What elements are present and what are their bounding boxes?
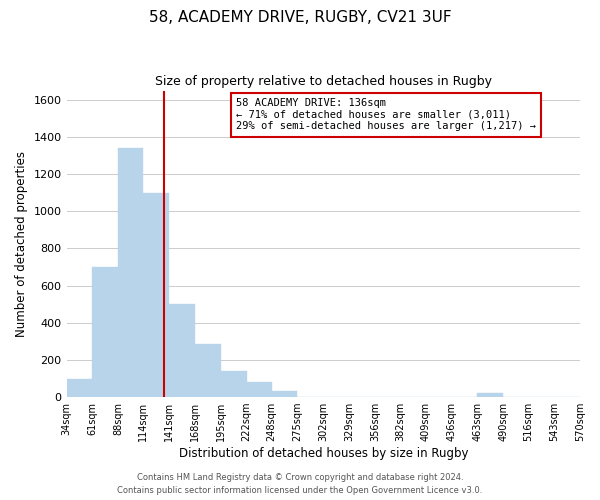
Bar	[221, 371, 247, 397]
Bar	[247, 382, 272, 397]
Text: 58 ACADEMY DRIVE: 136sqm
← 71% of detached houses are smaller (3,011)
29% of sem: 58 ACADEMY DRIVE: 136sqm ← 71% of detach…	[236, 98, 536, 132]
Bar	[118, 148, 143, 397]
Y-axis label: Number of detached properties: Number of detached properties	[15, 151, 28, 337]
Title: Size of property relative to detached houses in Rugby: Size of property relative to detached ho…	[155, 75, 492, 88]
Bar	[272, 390, 298, 397]
Bar	[143, 192, 169, 397]
Bar	[478, 394, 503, 397]
Text: Contains HM Land Registry data © Crown copyright and database right 2024.
Contai: Contains HM Land Registry data © Crown c…	[118, 474, 482, 495]
Bar	[195, 344, 221, 397]
Bar	[67, 378, 92, 397]
Bar	[92, 267, 118, 397]
X-axis label: Distribution of detached houses by size in Rugby: Distribution of detached houses by size …	[179, 447, 468, 460]
Bar	[169, 304, 195, 397]
Text: 58, ACADEMY DRIVE, RUGBY, CV21 3UF: 58, ACADEMY DRIVE, RUGBY, CV21 3UF	[149, 10, 451, 25]
